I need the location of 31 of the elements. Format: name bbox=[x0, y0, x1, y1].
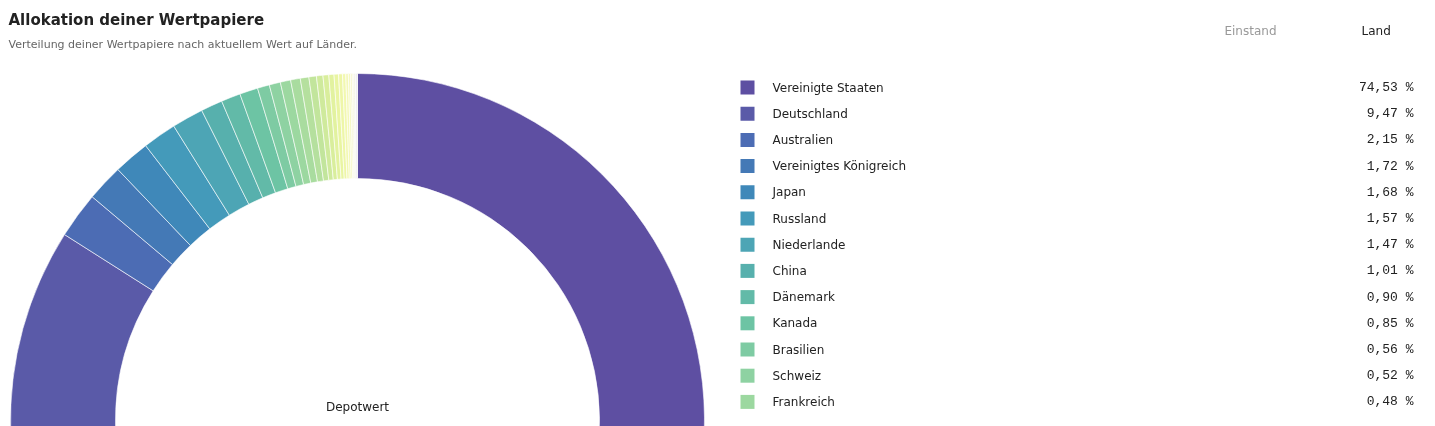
data-label: 74,53 % bbox=[1358, 80, 1414, 95]
data-label: 1,01 % bbox=[1366, 263, 1414, 279]
data-label: 1,72 % bbox=[1366, 158, 1414, 174]
text: Einstand bbox=[1224, 23, 1277, 38]
text: Land bbox=[1361, 23, 1391, 38]
chart-title: Allokation deiner Wertpapiere bbox=[8, 10, 265, 29]
data-label: 1,68 % bbox=[1366, 184, 1414, 200]
data-label: 9,47 % bbox=[1366, 106, 1414, 122]
legend-label: Schweiz bbox=[772, 368, 822, 383]
legend-label: Vereinigtes Königreich bbox=[772, 159, 907, 174]
text: Depotwert bbox=[325, 399, 390, 414]
legend-label: Frankreich bbox=[772, 394, 835, 409]
legend-label: Japan bbox=[771, 185, 806, 200]
chart-subtitle: Verteilung deiner Wertpapiere nach aktuellem Wert auf Länder. bbox=[8, 38, 358, 51]
data-label: 2,15 % bbox=[1366, 132, 1414, 148]
data-label: 0,85 % bbox=[1366, 315, 1414, 331]
legend-label: Brasilien bbox=[772, 342, 825, 357]
legend-label: Russland bbox=[772, 211, 827, 226]
data-label: 0,48 % bbox=[1366, 394, 1414, 410]
data-label: 0,90 % bbox=[1366, 289, 1414, 305]
legend-label: China bbox=[772, 263, 807, 278]
data-label: 1,47 % bbox=[1366, 237, 1414, 253]
legend-label: Deutschland bbox=[772, 106, 848, 121]
legend-label: Vereinigte Staaten bbox=[772, 80, 884, 95]
legend-label: Niederlande bbox=[772, 237, 846, 252]
data-label: 0,52 % bbox=[1366, 368, 1414, 384]
legend-label: Australien bbox=[772, 132, 834, 147]
data-label: 0,56 % bbox=[1366, 342, 1414, 357]
legend-label: Kanada bbox=[772, 316, 818, 331]
data-label: 1,57 % bbox=[1366, 211, 1414, 226]
legend-label: Dänemark bbox=[772, 290, 836, 305]
